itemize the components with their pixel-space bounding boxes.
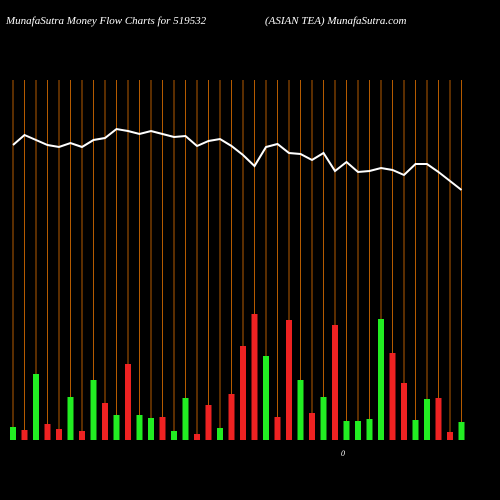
bar <box>412 420 419 440</box>
bar <box>90 380 97 440</box>
bar <box>102 403 108 440</box>
bar <box>435 398 442 440</box>
bar <box>401 383 407 440</box>
bar <box>33 374 39 440</box>
bar <box>113 415 120 440</box>
bar <box>447 432 453 440</box>
chart-subtitle: (ASIAN TEA) MunafaSutra.com <box>265 15 407 27</box>
bar <box>424 399 430 440</box>
chart-title: MunafaSutra Money Flow Charts for 519532 <box>5 15 207 27</box>
bar <box>182 398 189 440</box>
bar <box>159 417 166 440</box>
line <box>12 127 463 191</box>
bar <box>263 356 269 440</box>
bar <box>136 415 143 440</box>
bar <box>21 430 28 440</box>
bar <box>274 417 281 440</box>
bar <box>217 428 223 440</box>
bar <box>194 434 200 440</box>
bar <box>389 353 396 440</box>
bar <box>79 431 85 440</box>
bar <box>205 405 212 440</box>
bar <box>125 364 131 440</box>
bar <box>332 325 338 440</box>
bar <box>458 422 465 440</box>
bar <box>366 419 373 440</box>
bar <box>297 380 304 440</box>
bar <box>251 314 258 440</box>
bar <box>309 413 315 440</box>
bar <box>67 397 74 440</box>
bar <box>10 427 16 440</box>
bar <box>343 421 350 440</box>
bar <box>378 319 384 440</box>
bar <box>355 421 361 440</box>
bar <box>148 418 154 440</box>
bar <box>320 397 327 440</box>
bar <box>56 429 62 440</box>
bar <box>171 431 177 440</box>
annotation: 0 <box>341 449 345 458</box>
bar <box>240 346 246 440</box>
bar <box>228 394 235 440</box>
bar <box>286 320 292 440</box>
bar <box>44 424 51 440</box>
